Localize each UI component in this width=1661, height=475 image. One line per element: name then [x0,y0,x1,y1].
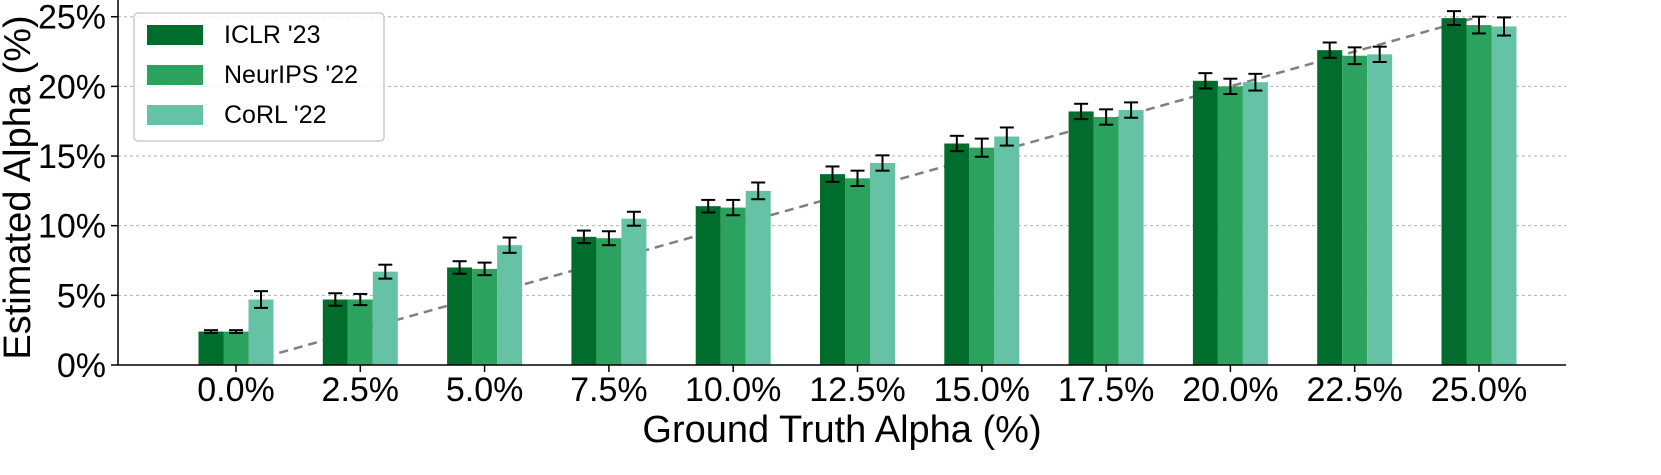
bar [695,206,721,365]
bar [248,299,274,365]
error-bar [626,210,641,227]
y-tick-label: 0% [57,347,106,385]
error-bar [1472,15,1486,35]
error-bar [452,260,467,275]
bar [223,331,249,365]
bar [720,207,746,365]
bar [870,162,895,365]
bar [1192,80,1218,366]
error-bar [949,134,964,153]
error-bar [1497,16,1511,37]
bar [944,143,970,365]
error-bar [477,261,492,277]
bar [198,331,224,365]
bar [322,299,348,365]
error-bar [726,198,741,217]
bar [497,245,523,365]
error-bars-layer [204,10,1511,334]
error-bar [999,126,1014,147]
bar [1242,82,1268,366]
bar [820,174,845,365]
legend-swatch [147,25,203,45]
x-tick-label: 5.0% [446,371,524,409]
legend-swatch [147,105,203,125]
legend-label: NeurIPS '22 [224,61,358,89]
x-tick-label: 0.0% [197,371,275,409]
error-bar [1124,101,1139,119]
bar [596,238,622,365]
error-bar [1322,41,1337,59]
bar [372,271,398,365]
bar [447,267,473,365]
axes-layer: 0% 5% 10% 15% 20% 25% 0.0% 2.5% 5.0% 7.5% 10.0% 12.… [38,0,1566,409]
y-axis-title: Estimated Alpha (%) [0,15,39,359]
error-bar [875,154,890,172]
bar [1118,110,1144,365]
error-bar [601,230,616,247]
x-tick-label: 12.5% [809,371,905,409]
error-bar [254,290,268,309]
error-bar [1372,45,1387,63]
bar [1491,26,1517,366]
bar [621,218,647,365]
error-bar [576,229,591,245]
error-bar [1223,77,1238,96]
bar [1217,86,1243,365]
error-bar [751,181,766,201]
error-bar [850,169,865,187]
error-bar [1248,72,1263,92]
error-bar [1099,108,1114,126]
bar [1342,55,1368,365]
bar [1317,50,1343,365]
legend-label: CoRL '22 [224,101,327,129]
bar [347,299,373,365]
bar [745,190,771,365]
bar [969,147,995,365]
x-tick-label: 20.0% [1182,371,1278,409]
bar [1367,54,1393,365]
legend-label: ICLR '23 [224,21,320,49]
legend: ICLR '23 NeurIPS '22 CoRL '22 [133,12,385,142]
error-bar [204,329,218,334]
y-tick-label: 10% [38,208,106,246]
bar [1466,25,1492,366]
legend-swatch [147,65,203,85]
x-tick-label: 22.5% [1306,371,1402,409]
bar [472,268,498,365]
x-tick-label: 17.5% [1058,371,1154,409]
error-bar [701,198,716,214]
error-bar [353,292,368,307]
y-tick-label: 5% [57,277,106,315]
x-tick-label: 10.0% [685,371,781,409]
x-tick-label: 15.0% [934,371,1030,409]
y-tick-label: 25% [38,0,106,37]
error-bar [1074,102,1089,121]
bar [994,136,1020,365]
error-bar [1347,46,1362,66]
error-bar [378,263,393,280]
y-tick-label: 20% [38,68,106,106]
x-tick-label: 25.0% [1431,371,1527,409]
error-bar [1198,72,1213,90]
error-bar [825,165,840,183]
bars-layer [198,18,1517,366]
x-axis-title: Ground Truth Alpha (%) [642,409,1041,451]
bar [845,178,870,365]
error-bar [328,292,343,307]
bar [1068,111,1094,365]
x-tick-label: 2.5% [322,371,400,409]
bar [571,236,597,365]
x-tick-label: 7.5% [570,371,648,409]
error-bar [1447,10,1461,27]
error-bar [229,329,243,334]
bar [1441,18,1467,365]
error-bar [502,236,517,254]
error-bar [974,137,989,158]
bar [1093,117,1119,365]
y-tick-label: 15% [38,138,106,176]
